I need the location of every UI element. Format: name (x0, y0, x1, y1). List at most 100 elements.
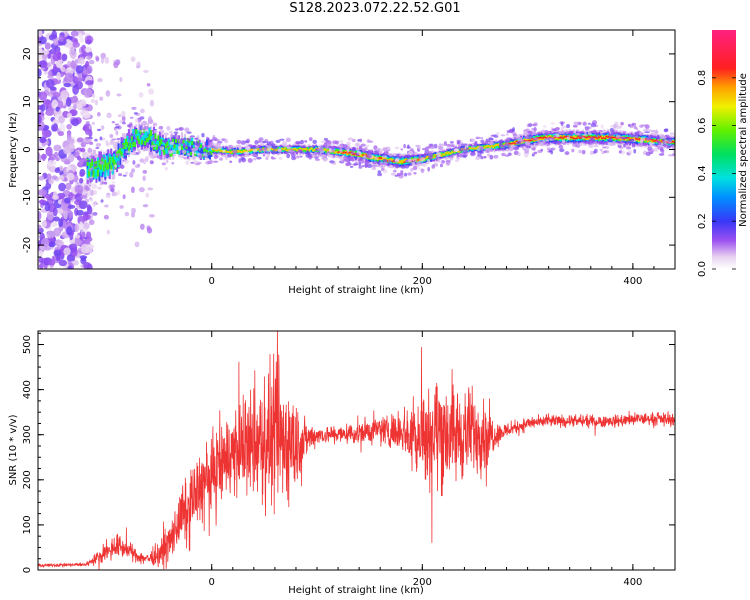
spectrogram-cell (192, 159, 199, 163)
spectrogram-cell (83, 222, 90, 230)
spectrogram-cell (564, 136, 567, 140)
spectrogram-cell (281, 140, 288, 146)
spectrogram-cell (155, 144, 158, 150)
spectrogram-cell (155, 140, 158, 149)
spectrogram-cell (120, 145, 123, 154)
spectrogram-cell (358, 145, 363, 151)
spectrogram-cell (214, 149, 217, 152)
snr-y-tick-label: 500 (22, 335, 33, 354)
spectrogram-cell (85, 121, 90, 125)
spectrogram-cell (200, 146, 203, 154)
spectrogram-cell (623, 143, 627, 148)
spectrogram-cell (531, 147, 535, 151)
spectrogram-cell (53, 227, 62, 237)
spectrogram-cell (281, 147, 284, 150)
spectrogram-cell (668, 154, 674, 157)
spectrogram-cell (284, 147, 287, 150)
spectrogram-cell (424, 149, 430, 154)
spectrogram-cell (404, 165, 409, 169)
spectrogram-cell (468, 147, 471, 150)
spectrogram-cell (472, 147, 475, 150)
spectrogram-cell (667, 137, 673, 142)
spectrogram-cell (584, 137, 587, 140)
spectrogram-cell (573, 121, 578, 126)
spectrogram-cell (144, 131, 147, 139)
spectrogram-cell (207, 144, 212, 149)
spectrogram-cell (189, 139, 192, 146)
spectrogram-cell (111, 181, 116, 184)
snr-y-tick-label: 100 (22, 515, 33, 534)
spectrogram-cell (452, 150, 455, 153)
spectrogram-cell (92, 211, 98, 216)
spectrogram-cell (219, 148, 222, 151)
spectrogram-cell (615, 125, 622, 130)
spectrogram-cell (595, 136, 598, 139)
spectrogram-cell (410, 157, 413, 161)
spectrogram-cell (132, 160, 136, 165)
spectrogram-cell (119, 148, 122, 155)
spectrogram-cell (350, 151, 355, 155)
snr-x-tick-label: 200 (413, 577, 432, 588)
spectrogram-cell (299, 140, 304, 145)
spectrogram-cell (545, 137, 548, 139)
spectrogram-cell (163, 150, 166, 155)
spectrogram-cell (41, 220, 47, 228)
spectrogram-cell (444, 156, 450, 160)
spectrogram-cell (156, 154, 163, 159)
spectrogram-cell (248, 144, 253, 147)
spectrogram-cell (339, 147, 343, 153)
spectrogram-cell (166, 147, 169, 155)
spectrogram-cell (82, 69, 89, 75)
spectrogram-cell (595, 132, 599, 138)
spectrogram-cell (79, 221, 84, 230)
spectrogram-cell (559, 136, 562, 138)
spectrogram-cell (638, 131, 643, 136)
spectrogram-cell (300, 145, 306, 149)
spectrogram-cell (161, 162, 166, 166)
spectrogram-cell (171, 134, 177, 139)
spectrogram-cell (309, 148, 312, 153)
spectrogram-cell (616, 140, 620, 144)
spectrogram-cell (115, 130, 119, 136)
spectrogram-cell (651, 142, 655, 145)
spectrogram-cell (147, 137, 150, 142)
spectrogram-cell (105, 155, 108, 166)
spectrogram-cell (166, 155, 171, 158)
spectrogram-cell (250, 149, 253, 154)
spectrogram-cell (491, 146, 495, 149)
spectrogram-cell (80, 243, 90, 254)
spectrogram-cell (188, 141, 191, 152)
spectrogram-cell (86, 168, 89, 179)
spectrogram-cell (66, 97, 72, 107)
spectrogram-cell (559, 135, 562, 138)
spectrogram-cell (602, 142, 606, 146)
spectrogram-cell (634, 132, 638, 136)
colorbar-gradient (712, 30, 736, 269)
spectrogram-cell (545, 135, 548, 139)
spectrogram-cell (135, 129, 138, 135)
spectrogram-cell (38, 210, 42, 221)
spectrogram-cell (542, 137, 545, 139)
spectrogram-cell (158, 125, 164, 130)
spectrogram-cell (276, 147, 279, 150)
spectrogram-cell (465, 147, 469, 151)
spectrogram-cell (229, 149, 232, 152)
spectrogram-cell (587, 135, 590, 138)
spectrogram-cell (80, 194, 88, 199)
spectrogram-cell (556, 136, 559, 140)
spectrogram-cell (671, 145, 675, 150)
spectrogram-cell (55, 59, 63, 68)
spectrogram-cell (572, 124, 578, 128)
spectrogram-cell (620, 130, 624, 134)
spectrogram-cell (105, 90, 111, 97)
spectrogram-cell (64, 72, 74, 83)
spectrogram-cell (391, 160, 394, 163)
spectrogram-cell (611, 136, 614, 139)
spectrogram-cell (109, 134, 114, 138)
spectrogram-cell (195, 145, 199, 151)
spectrogram-cell (301, 151, 305, 155)
spectrogram-cell (469, 147, 472, 150)
spectrogram-cell (140, 129, 145, 132)
spectrogram-cell (160, 146, 163, 160)
spectrogram-cell (584, 126, 590, 130)
